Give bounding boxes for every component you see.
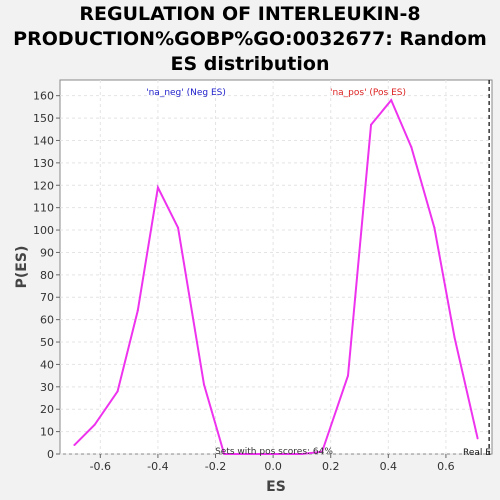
x-tick-label: 0.2: [322, 460, 340, 473]
data-point: [433, 226, 436, 229]
y-tick-label: 100: [33, 224, 54, 237]
y-tick-label: 60: [40, 314, 54, 327]
x-axis-label: ES: [266, 479, 286, 495]
y-tick-label: 80: [40, 269, 54, 282]
series-points: [73, 99, 479, 455]
x-tick-label: -0.6: [90, 460, 111, 473]
y-tick-label: 70: [40, 291, 54, 304]
data-point: [177, 226, 180, 229]
data-point: [223, 453, 226, 455]
y-tick-label: 20: [40, 403, 54, 416]
plot-area: [59, 79, 493, 455]
y-tick-label: 30: [40, 381, 54, 394]
data-point: [370, 123, 373, 126]
x-tick-label: 0.4: [380, 460, 398, 473]
x-tick-label: 0.0: [264, 460, 282, 473]
data-point: [203, 383, 205, 386]
y-tick-label: 120: [33, 179, 54, 192]
data-point: [243, 453, 246, 455]
y-tick-label: 130: [33, 157, 54, 170]
chart-title-line-2: PRODUCTION%GOBP%GO:0032677: Random: [13, 28, 487, 50]
data-point: [93, 423, 96, 426]
chart-title-line-1: REGULATION OF INTERLEUKIN-8: [79, 3, 421, 25]
data-point: [476, 437, 479, 440]
y-tick-label: 50: [40, 336, 54, 349]
chart-title-line-3: ES distribution: [170, 53, 330, 75]
x-tick-label: 0.6: [437, 460, 455, 473]
y-tick-label: 150: [33, 112, 54, 125]
y-tick-label: 90: [40, 246, 54, 259]
chart-title: REGULATION OF INTERLEUKIN-8 PRODUCTION%G…: [0, 2, 500, 77]
data-point: [73, 444, 76, 447]
sets-pos-scores-label: Sets with pos scores: 64%: [215, 447, 333, 457]
y-tick-label: 160: [33, 90, 54, 103]
data-point: [116, 390, 119, 393]
data-point: [453, 336, 456, 339]
y-axis-label: P(ES): [14, 246, 30, 289]
data-point: [136, 309, 139, 312]
y-tick-label: 140: [33, 134, 54, 147]
y-axis-ticks: 0 10 20 30 40 50 60 70 80 90 100 110 120 130 140 150 160: [33, 90, 60, 461]
data-point: [321, 450, 324, 453]
data-point: [347, 374, 349, 377]
real-es-label: Real E: [463, 448, 491, 458]
data-point: [410, 146, 413, 149]
x-tick-label: -0.4: [147, 460, 168, 473]
data-point: [156, 186, 159, 189]
y-tick-label: 40: [40, 358, 54, 371]
neg-es-label: 'na_neg' (Neg ES): [146, 88, 226, 98]
grid: [60, 80, 492, 455]
es-distribution-series-line: [73, 98, 479, 455]
data-point: [390, 99, 393, 102]
data-point: [300, 453, 303, 455]
y-tick-label: 110: [33, 202, 54, 215]
x-axis-ticks: -0.6 -0.4 -0.2 0.0 0.2 0.4 0.6: [90, 454, 455, 473]
x-tick-label: -0.2: [205, 460, 226, 473]
pos-es-label: 'na_pos' (Pos ES): [330, 88, 406, 98]
y-tick-label: 10: [40, 426, 54, 439]
y-tick-label: 0: [47, 448, 54, 461]
